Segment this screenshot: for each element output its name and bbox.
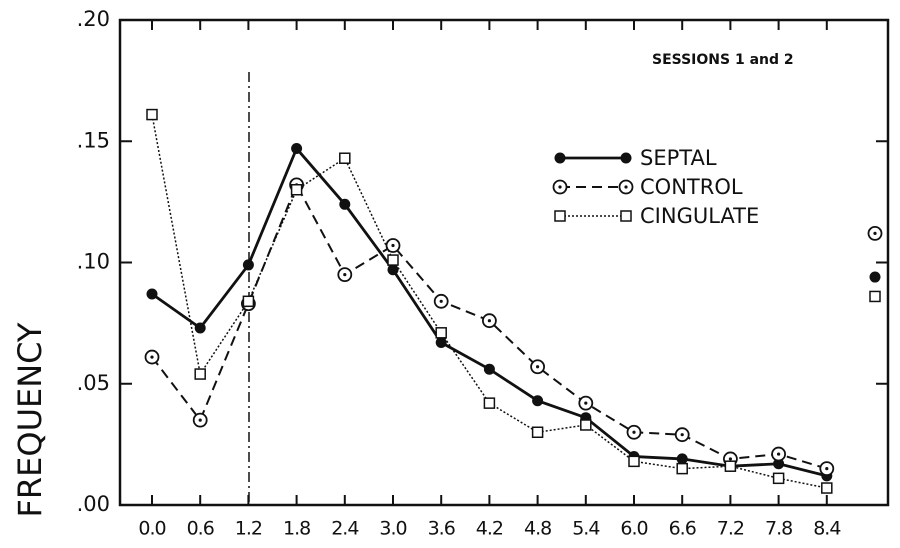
x-tick-label: 7.8 bbox=[765, 518, 792, 540]
point bbox=[339, 198, 351, 210]
point bbox=[554, 152, 566, 164]
x-tick-label: 2.4 bbox=[331, 518, 359, 540]
plot-frame bbox=[118, 18, 890, 507]
x-tick-label: 6.6 bbox=[669, 518, 696, 540]
point-center bbox=[825, 467, 829, 471]
point-center bbox=[343, 273, 347, 277]
point-center bbox=[487, 319, 491, 323]
point bbox=[146, 108, 158, 121]
x-tick-label: 3.0 bbox=[379, 518, 406, 540]
point bbox=[242, 259, 254, 271]
point-center bbox=[624, 185, 628, 189]
point bbox=[821, 482, 833, 494]
point bbox=[387, 264, 399, 276]
y-axis-label: FREQUENCY bbox=[11, 322, 49, 517]
point bbox=[772, 472, 785, 485]
point bbox=[554, 210, 566, 222]
point bbox=[869, 290, 881, 303]
y-tick-label: .00 bbox=[77, 492, 110, 516]
point bbox=[242, 295, 255, 308]
legend-label: CINGULATE bbox=[640, 204, 759, 228]
point bbox=[146, 288, 158, 300]
x-tick-label: 0.0 bbox=[138, 518, 165, 540]
point-center bbox=[150, 355, 154, 359]
x-tick-label: 1.2 bbox=[235, 518, 262, 540]
x-tick-label: 5.4 bbox=[572, 518, 600, 540]
x-tick-label: 4.2 bbox=[476, 518, 503, 540]
point bbox=[194, 322, 206, 334]
x-tick-label: 7.2 bbox=[717, 518, 744, 540]
point-center bbox=[584, 401, 588, 405]
point-center bbox=[198, 418, 202, 422]
x-tick-label: 1.8 bbox=[283, 518, 310, 540]
point bbox=[387, 254, 399, 266]
point-center bbox=[728, 457, 733, 461]
y-tick-label: .20 bbox=[77, 7, 110, 31]
point-center bbox=[558, 185, 562, 189]
point bbox=[483, 363, 495, 375]
y-tick-label: .15 bbox=[77, 128, 110, 152]
y-tick-label: .05 bbox=[77, 371, 110, 395]
x-tick-label: 6.0 bbox=[620, 518, 647, 540]
x-tick-label: 8.4 bbox=[813, 518, 841, 540]
point bbox=[483, 397, 496, 409]
point bbox=[773, 458, 785, 470]
point-center bbox=[777, 452, 781, 456]
y-tick-label: .10 bbox=[77, 250, 110, 274]
point-center bbox=[680, 433, 684, 437]
point bbox=[620, 152, 632, 164]
x-tick-label: 3.6 bbox=[428, 518, 455, 540]
x-tick-label: 4.8 bbox=[524, 518, 551, 540]
point bbox=[531, 426, 544, 438]
point bbox=[869, 271, 881, 283]
point-center bbox=[873, 231, 877, 235]
point bbox=[435, 327, 447, 339]
point bbox=[435, 337, 447, 349]
point bbox=[676, 462, 688, 475]
point bbox=[620, 210, 632, 222]
point-center bbox=[632, 430, 636, 434]
point bbox=[628, 455, 640, 468]
point bbox=[724, 460, 737, 472]
point bbox=[580, 419, 592, 431]
point-center bbox=[391, 243, 395, 248]
point bbox=[291, 143, 303, 155]
legend-label: CONTROL bbox=[640, 175, 743, 199]
point bbox=[194, 368, 206, 380]
point-center bbox=[536, 365, 540, 369]
point bbox=[339, 152, 351, 164]
point bbox=[532, 395, 544, 407]
x-tick-label: 0.6 bbox=[187, 518, 214, 540]
annotation: SESSIONS 1 and 2 bbox=[652, 52, 794, 68]
series-line bbox=[151, 114, 827, 489]
point-center bbox=[439, 299, 443, 303]
point bbox=[290, 184, 303, 196]
point bbox=[676, 453, 688, 465]
legend-label: SEPTAL bbox=[640, 146, 717, 170]
